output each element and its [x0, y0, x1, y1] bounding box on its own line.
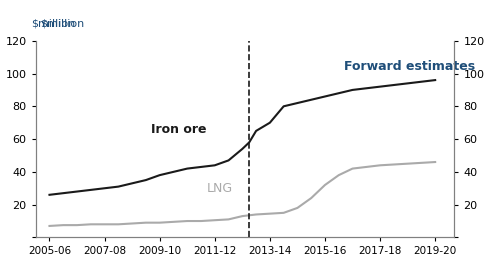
- Text: $million: $million: [31, 19, 76, 29]
- Text: LNG: LNG: [207, 182, 233, 195]
- Text: Iron ore: Iron ore: [151, 123, 207, 136]
- Text: Forward estimates: Forward estimates: [344, 61, 475, 73]
- Text: $million: $million: [40, 19, 84, 29]
